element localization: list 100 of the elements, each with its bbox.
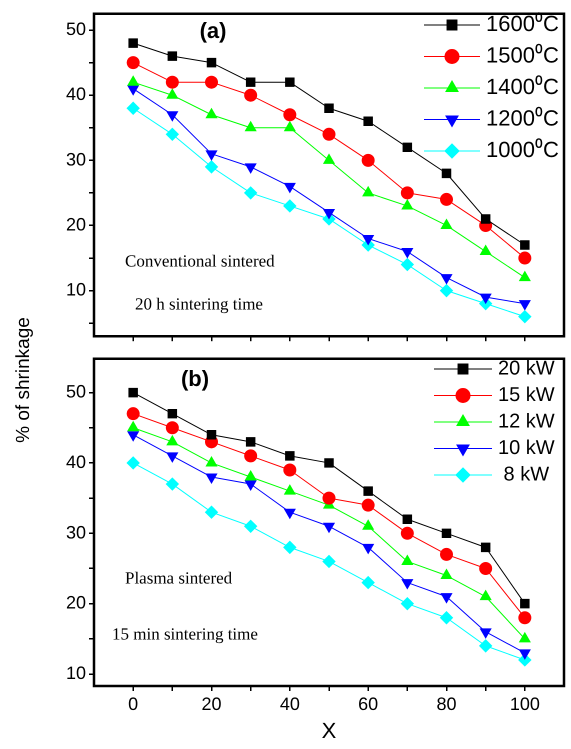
point bbox=[285, 451, 295, 461]
x-tick-label: 100 bbox=[510, 694, 540, 714]
point bbox=[206, 108, 218, 118]
annotation: Plasma sintered bbox=[125, 568, 233, 588]
point bbox=[244, 186, 258, 200]
point bbox=[518, 310, 532, 324]
legend-label: 15 kW bbox=[498, 384, 555, 406]
point bbox=[440, 611, 453, 624]
point bbox=[206, 430, 216, 440]
point bbox=[322, 492, 336, 505]
x-axis-title: X bbox=[322, 718, 337, 743]
point bbox=[244, 520, 258, 533]
point bbox=[322, 128, 336, 141]
point bbox=[520, 598, 530, 608]
point bbox=[440, 192, 453, 206]
point bbox=[284, 484, 296, 495]
point bbox=[246, 77, 256, 87]
point bbox=[520, 240, 530, 250]
x-tick-label: 20 bbox=[201, 694, 222, 714]
point bbox=[283, 540, 296, 554]
point bbox=[480, 590, 492, 600]
chart-title: (b) bbox=[180, 366, 210, 392]
legend-label: 1500⁰C bbox=[486, 42, 559, 68]
chart-title: (a) bbox=[200, 18, 226, 44]
point bbox=[518, 611, 532, 624]
point bbox=[440, 274, 452, 284]
annotation: 15 min sintering time bbox=[112, 624, 258, 644]
point bbox=[400, 258, 414, 272]
point bbox=[166, 128, 179, 141]
point bbox=[402, 248, 414, 258]
point bbox=[166, 435, 178, 446]
point bbox=[166, 88, 178, 99]
point bbox=[205, 160, 218, 174]
point bbox=[324, 104, 334, 113]
y-tick-label: 50 bbox=[66, 19, 86, 40]
point bbox=[362, 154, 375, 167]
point bbox=[205, 76, 218, 89]
y-tick-label: 40 bbox=[66, 452, 86, 472]
point bbox=[442, 168, 452, 178]
point bbox=[244, 121, 256, 132]
point bbox=[362, 235, 374, 246]
y-tick-label: 40 bbox=[66, 84, 86, 104]
y-tick-label: 10 bbox=[66, 663, 86, 684]
point bbox=[518, 252, 532, 265]
point bbox=[244, 163, 256, 174]
point bbox=[479, 639, 492, 652]
y-axis-title: % of shrinkage bbox=[13, 317, 35, 443]
point bbox=[402, 142, 412, 152]
point bbox=[284, 121, 296, 132]
legend-label: 10 kW bbox=[498, 437, 555, 460]
legend-label: 1400⁰C bbox=[486, 74, 559, 100]
point bbox=[283, 463, 296, 476]
point bbox=[363, 486, 373, 496]
point bbox=[166, 421, 179, 434]
y-tick-label: 10 bbox=[66, 280, 86, 300]
point bbox=[402, 514, 412, 524]
point bbox=[323, 208, 335, 219]
point bbox=[480, 628, 492, 638]
point bbox=[244, 470, 256, 481]
point bbox=[480, 214, 490, 224]
point bbox=[126, 407, 140, 420]
y-tick-label: 30 bbox=[66, 522, 86, 542]
point bbox=[400, 186, 414, 200]
point bbox=[206, 456, 218, 466]
x-tick-label: 60 bbox=[358, 694, 378, 714]
point bbox=[400, 597, 414, 610]
point bbox=[400, 526, 414, 540]
point bbox=[519, 300, 531, 310]
point bbox=[362, 520, 374, 530]
point bbox=[128, 388, 138, 398]
y-tick-label: 20 bbox=[66, 592, 86, 613]
point bbox=[519, 649, 531, 660]
point bbox=[126, 56, 140, 70]
point bbox=[128, 38, 138, 48]
point bbox=[440, 569, 452, 580]
point bbox=[166, 478, 179, 491]
point bbox=[246, 437, 256, 447]
annotation: Conventional sintered bbox=[125, 251, 276, 270]
point bbox=[168, 408, 178, 418]
point bbox=[362, 498, 375, 512]
point bbox=[479, 562, 492, 575]
point bbox=[244, 449, 258, 462]
legend-label: 20 kW bbox=[498, 358, 555, 380]
point bbox=[205, 506, 218, 519]
point bbox=[442, 528, 452, 538]
y-tick-label: 20 bbox=[66, 214, 86, 234]
point bbox=[284, 182, 296, 193]
y-tick-label: 50 bbox=[66, 382, 86, 402]
point bbox=[126, 456, 140, 470]
legend-label: 1000⁰C bbox=[486, 137, 559, 162]
x-tick-label: 80 bbox=[436, 694, 457, 714]
annotation: 20 h sintering time bbox=[135, 294, 263, 314]
point bbox=[206, 150, 218, 160]
point bbox=[440, 284, 453, 298]
y-tick-label: 30 bbox=[66, 149, 86, 170]
point bbox=[440, 548, 453, 561]
legend-label: 1200⁰C bbox=[486, 106, 559, 131]
legend-label: 8 kW bbox=[498, 464, 550, 486]
x-tick-label: 0 bbox=[128, 694, 138, 714]
point bbox=[322, 554, 336, 568]
